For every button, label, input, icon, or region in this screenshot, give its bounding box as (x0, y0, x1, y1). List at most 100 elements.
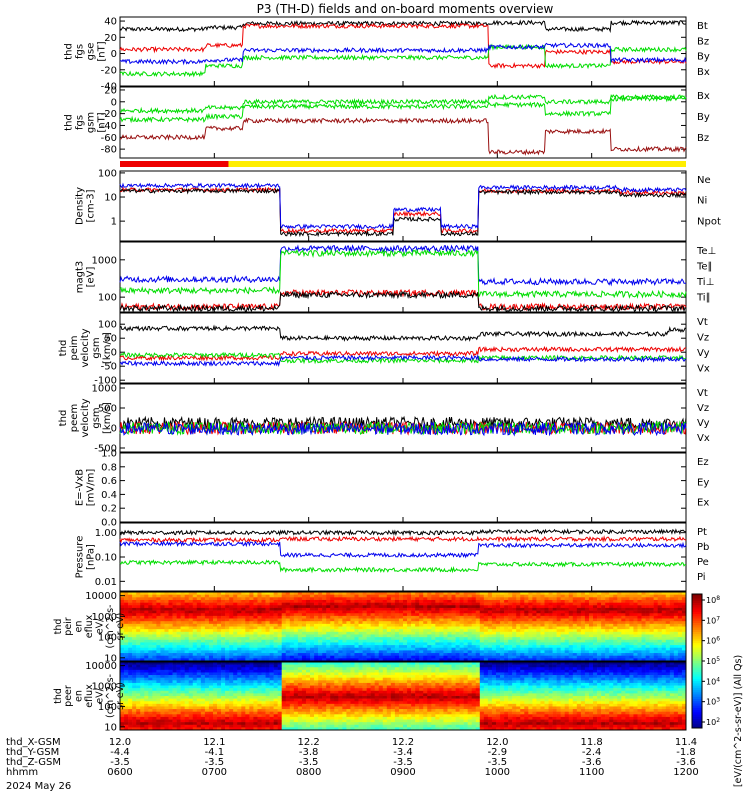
heatmap-cell (241, 678, 245, 681)
heatmap-cell (346, 616, 350, 619)
heatmap-cell (359, 603, 363, 606)
heatmap-cell (124, 717, 128, 720)
heatmap-cell (452, 600, 456, 603)
heatmap-cell (646, 613, 650, 616)
heatmap-cell (164, 624, 168, 627)
heatmap-cell (399, 619, 403, 622)
heatmap-cell (314, 642, 318, 645)
heatmap-cell (419, 616, 423, 619)
heatmap-cell (427, 653, 431, 656)
heatmap-cell (609, 600, 613, 603)
heatmap-cell (342, 619, 346, 622)
heatmap-cell (144, 632, 148, 635)
heatmap-cell (553, 642, 557, 645)
heatmap-cell (217, 706, 221, 709)
heatmap-cell (245, 712, 249, 715)
heatmap-cell (278, 624, 282, 627)
heatmap-cell (270, 603, 274, 606)
heatmap-cell (617, 648, 621, 651)
heatmap-cell (148, 650, 152, 653)
heatmap-cell (221, 672, 225, 675)
heatmap-cell (431, 632, 435, 635)
heatmap-cell (262, 680, 266, 683)
heatmap-cell (152, 613, 156, 616)
heatmap-cell (245, 637, 249, 640)
heatmap-cell (666, 605, 670, 608)
heatmap-cell (132, 621, 136, 624)
heatmap-cell (144, 595, 148, 598)
legend-Bz: Bz (697, 133, 709, 144)
heatmap-cell (193, 595, 197, 598)
heatmap-cell (229, 667, 233, 670)
heatmap-cell (674, 656, 678, 659)
heatmap-cell (124, 603, 128, 606)
heatmap-cell (306, 619, 310, 622)
heatmap-cell (241, 672, 245, 675)
heatmap-cell (132, 645, 136, 648)
heatmap-cell (415, 627, 419, 630)
heatmap-cell (225, 616, 229, 619)
heatmap-cell (164, 629, 168, 632)
heatmap-cell (193, 667, 197, 670)
heatmap-cell (577, 640, 581, 643)
heatmap-cell (282, 634, 286, 637)
heatmap-cell (569, 653, 573, 656)
heatmap-cell (666, 648, 670, 651)
heatmap-cell (476, 653, 480, 656)
heatmap-cell (169, 688, 173, 691)
heatmap-cell (456, 597, 460, 600)
heatmap-cell (674, 613, 678, 616)
heatmap-cell (476, 611, 480, 614)
heatmap-cell (492, 648, 496, 651)
heatmap-cell (181, 717, 185, 720)
heatmap-cell (443, 613, 447, 616)
heatmap-cell (512, 648, 516, 651)
heatmap-cell (589, 605, 593, 608)
heatmap-cell (282, 699, 286, 702)
heatmap-cell (468, 621, 472, 624)
heatmap-cell (136, 650, 140, 653)
heatmap-cell (318, 648, 322, 651)
heatmap-cell (504, 613, 508, 616)
heatmap-cell (144, 722, 148, 725)
heatmap-cell (282, 650, 286, 653)
heatmap-cell (476, 621, 480, 624)
heatmap-cell (536, 597, 540, 600)
heatmap-cell (346, 627, 350, 630)
heatmap-cell (536, 608, 540, 611)
heatmap-cell (549, 621, 553, 624)
heatmap-cell (152, 696, 156, 699)
heatmap-cell (124, 722, 128, 725)
heatmap-cell (452, 624, 456, 627)
heatmap-cell (132, 597, 136, 600)
heatmap-cell (403, 611, 407, 614)
heatmap-cell (439, 650, 443, 653)
heatmap-cell (128, 627, 132, 630)
heatmap-cell (205, 706, 209, 709)
heatmap-cell (500, 637, 504, 640)
heatmap-cell (233, 597, 237, 600)
heatmap-cell (427, 627, 431, 630)
heatmap-cell (257, 672, 261, 675)
heatmap-cell (205, 645, 209, 648)
heatmap-cell (330, 632, 334, 635)
heatmap-cell (144, 597, 148, 600)
heatmap-cell (245, 595, 249, 598)
heatmap-cell (617, 624, 621, 627)
heatmap-cell (678, 650, 682, 653)
heatmap-cell (173, 627, 177, 630)
heatmap-cell (605, 653, 609, 656)
y-axis-label: peir (63, 617, 74, 636)
heatmap-cell (132, 722, 136, 725)
heatmap-cell (185, 665, 189, 668)
heatmap-cell (160, 656, 164, 659)
heatmap-cell (577, 603, 581, 606)
heatmap-cell (164, 640, 168, 643)
heatmap-cell (128, 706, 132, 709)
heatmap-cell (221, 686, 225, 689)
heatmap-cell (391, 629, 395, 632)
heatmap-cell (262, 667, 266, 670)
heatmap-cell (512, 650, 516, 653)
heatmap-cell (249, 693, 253, 696)
